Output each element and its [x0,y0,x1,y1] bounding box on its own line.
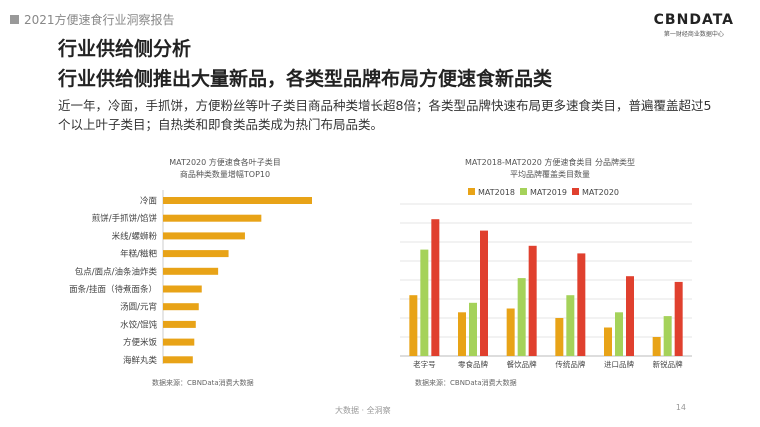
left-category-label: 海鲜丸类 [123,355,158,366]
right-bar [517,278,526,356]
left-category-label: 方便米饭 [123,337,158,348]
right-bar [528,245,537,356]
report-title: 2021方便速食行业洞察报告 [24,13,175,27]
left-category-label: 面条/挂面（待煮面条） [69,284,157,295]
right-bar [420,249,429,356]
page-number: 14 [675,403,686,412]
left-chart-title: MAT2020 方便速食各叶子类目 商品种类数量增幅TOP10 [140,157,310,181]
right-bar [604,327,612,356]
right-bar [480,230,488,356]
slide-title: 行业供给侧分析 [58,38,192,60]
left-bar [163,197,312,204]
left-bar [163,232,245,240]
logo-name: CBNDATA [653,12,734,28]
left-category-label: 汤圆/元宵 [120,302,157,313]
right-category-label: 老字号 [413,359,436,369]
legend-swatch [468,188,475,195]
footer-text: 大数据 · 全洞察 [335,406,391,415]
left-bar [163,320,196,328]
left-chart-title-line1: MAT2020 方便速食各叶子类目 [169,158,281,167]
left-chart-title-line2: 商品种类数量增幅TOP10 [179,170,271,179]
logo-tagline: 第一财经商业数据中心 [663,31,724,38]
right-bar [506,308,515,356]
right-bar [458,312,466,356]
left-bar [163,338,195,346]
right-bar [663,316,672,356]
left-category-label: 包点/面点/油条油炸类 [75,266,158,277]
right-bar [626,276,634,356]
legend-label: MAT2019 [530,188,567,197]
left-bar [163,250,229,258]
right-bar [431,219,440,356]
right-category-label: 进口品牌 [604,359,634,369]
left-bar [163,214,262,222]
left-bar [163,303,199,311]
right-chart-title: MAT2018-MAT2020 方便速食类目 分品牌类型 平均品牌覆盖类目数量 [420,157,680,181]
right-bar [577,253,586,356]
left-bar [163,356,193,364]
right-bar [555,318,564,356]
legend-swatch [572,188,579,195]
right-chart-title-line2: 平均品牌覆盖类目数量 [510,170,590,179]
header-square-icon [10,15,19,24]
legend-label: MAT2018 [478,188,515,197]
cbndata-logo: CBNDATA 第一财经商业数据中心 [654,12,734,38]
right-category-label: 传统品牌 [555,359,585,369]
right-category-label: 餐饮品牌 [507,359,537,369]
right-category-label: 新锐品牌 [653,359,683,369]
left-category-label: 煎饼/手抓饼/馅饼 [92,213,158,224]
left-bar [163,267,219,275]
slide-subtitle: 行业供给侧推出大量新品，各类型品牌布局方便速食新品类 [58,68,553,90]
right-bar [566,295,575,356]
right-bar [652,337,661,356]
right-bar [674,281,683,356]
right-bar [615,312,623,356]
left-category-label: 冷面 [140,196,158,207]
slide-body-text: 近一年，冷面，手抓饼，方便粉丝等叶子类目商品种类增长超8倍；各类型品牌快速布局更… [58,98,712,132]
left-bar [163,285,202,293]
legend-swatch [520,188,527,195]
left-category-label: 年糕/糍粑 [120,249,157,260]
left-category-label: 米线/螺蛳粉 [112,231,158,242]
right-category-label: 零食品牌 [458,359,488,369]
report-header: 2021方便速食行业洞察报告 [10,11,175,28]
right-bar [469,302,477,356]
right-chart-source: 数据来源：CBNData消费大数据 [415,379,517,387]
legend-label: MAT2020 [582,188,619,197]
left-category-label: 水饺/馄饨 [120,319,157,330]
right-bar [409,295,418,356]
left-chart-source: 数据来源：CBNData消费大数据 [152,379,254,387]
right-chart-title-line1: MAT2018-MAT2020 方便速食类目 分品牌类型 [465,158,635,167]
